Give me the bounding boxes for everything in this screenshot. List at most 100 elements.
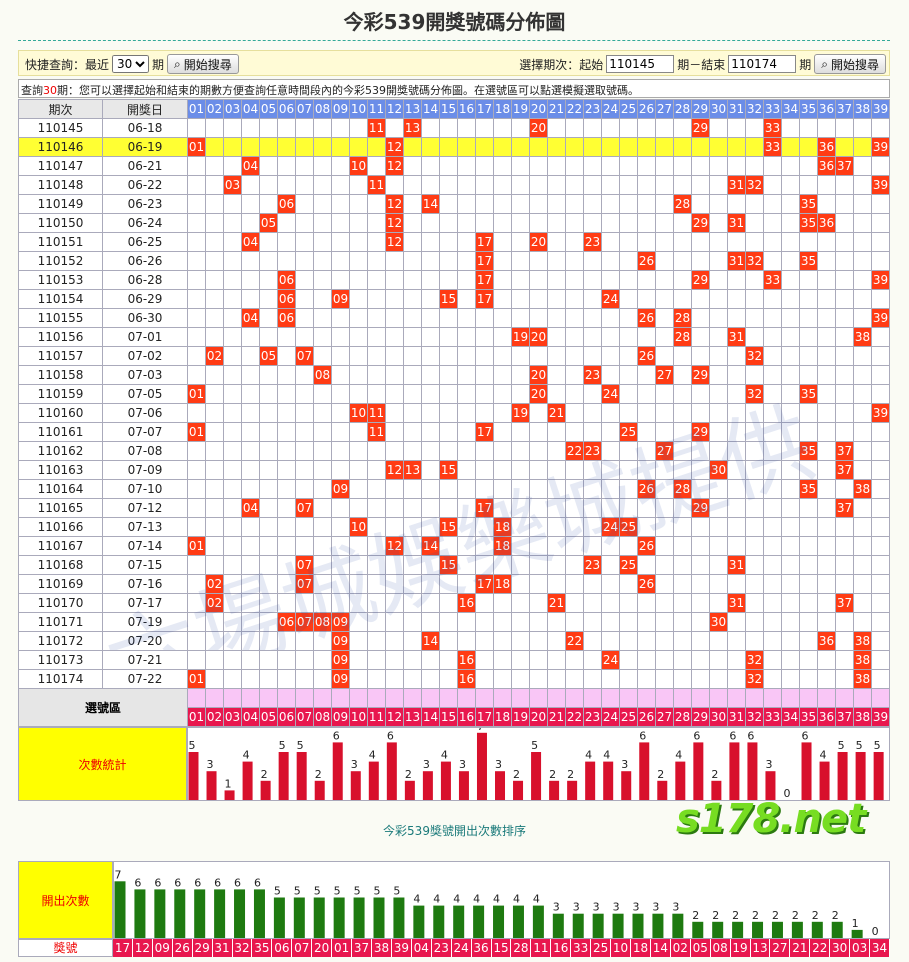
select-number[interactable]: 21 <box>547 707 566 727</box>
select-number[interactable]: 34 <box>781 707 800 727</box>
table-row[interactable]: 110173 07-21 09 16 24 32 38 <box>18 650 890 670</box>
select-zone-cell[interactable] <box>799 688 818 708</box>
select-zone-cell[interactable] <box>277 688 296 708</box>
select-zone-cell[interactable] <box>817 688 836 708</box>
table-row[interactable]: 110162 07-08 22 23 27 35 37 <box>18 441 890 461</box>
table-row[interactable]: 110155 06-30 04 06 26 28 39 <box>18 308 890 328</box>
select-number[interactable]: 05 <box>259 707 278 727</box>
select-number[interactable]: 23 <box>583 707 602 727</box>
select-zone-cell[interactable] <box>619 688 638 708</box>
select-number[interactable]: 13 <box>403 707 422 727</box>
table-row[interactable]: 110146 06-19 01 12 33 36 39 <box>18 137 890 157</box>
select-zone-cell[interactable] <box>709 688 728 708</box>
table-row[interactable]: 110166 07-13 10 15 18 24 25 <box>18 517 890 537</box>
select-number[interactable]: 01 <box>187 707 206 727</box>
select-zone-cell[interactable] <box>331 688 350 708</box>
table-row[interactable]: 110163 07-09 12 13 15 30 37 <box>18 460 890 480</box>
select-zone-cell[interactable] <box>727 688 746 708</box>
table-row[interactable]: 110167 07-14 01 12 14 18 26 <box>18 536 890 556</box>
recent-periods-select[interactable]: 30 <box>112 55 150 73</box>
table-row[interactable]: 110172 07-20 09 14 22 36 38 <box>18 631 890 651</box>
select-number[interactable]: 31 <box>727 707 746 727</box>
table-row[interactable]: 110156 07-01 19 20 28 31 38 <box>18 327 890 347</box>
select-number[interactable]: 32 <box>745 707 764 727</box>
table-row[interactable]: 110159 07-05 01 20 24 32 35 <box>18 384 890 404</box>
select-zone-cell[interactable] <box>673 688 692 708</box>
end-period-input[interactable] <box>728 55 797 73</box>
select-zone-cell[interactable] <box>493 688 512 708</box>
select-number[interactable]: 16 <box>457 707 476 727</box>
range-search-button[interactable]: ⌕ 開始搜尋 <box>814 54 886 74</box>
quick-search-button[interactable]: ⌕ 開始搜尋 <box>167 54 239 74</box>
select-zone-cell[interactable] <box>367 688 386 708</box>
select-zone-cell[interactable] <box>475 688 494 708</box>
select-number[interactable]: 07 <box>295 707 314 727</box>
select-number[interactable]: 26 <box>637 707 656 727</box>
select-number[interactable]: 18 <box>493 707 512 727</box>
table-row[interactable]: 110171 07-19 06 07 08 09 30 <box>18 612 890 632</box>
table-row[interactable]: 110151 06-25 04 12 17 20 23 <box>18 232 890 252</box>
select-number[interactable]: 36 <box>817 707 836 727</box>
select-number[interactable]: 39 <box>871 707 890 727</box>
select-number[interactable]: 35 <box>799 707 818 727</box>
select-zone-cell[interactable] <box>385 688 404 708</box>
table-row[interactable]: 110168 07-15 07 15 23 25 31 <box>18 555 890 575</box>
select-zone-cell[interactable] <box>691 688 710 708</box>
select-zone-cell[interactable] <box>295 688 314 708</box>
select-zone-cell[interactable] <box>241 688 260 708</box>
select-zone-cell[interactable] <box>871 688 890 708</box>
select-number[interactable]: 20 <box>529 707 548 727</box>
select-zone-cell[interactable] <box>745 688 764 708</box>
select-zone-cell[interactable] <box>349 688 368 708</box>
select-number[interactable]: 19 <box>511 707 530 727</box>
select-zone-cell[interactable] <box>529 688 548 708</box>
select-zone-cell[interactable] <box>313 688 332 708</box>
table-row[interactable]: 110157 07-02 02 05 07 26 32 <box>18 346 890 366</box>
select-number[interactable]: 30 <box>709 707 728 727</box>
select-number[interactable]: 14 <box>421 707 440 727</box>
table-row[interactable]: 110160 07-06 10 11 19 21 39 <box>18 403 890 423</box>
select-zone-cell[interactable] <box>655 688 674 708</box>
select-zone-cell[interactable] <box>583 688 602 708</box>
select-zone-cell[interactable] <box>511 688 530 708</box>
select-zone-cell[interactable] <box>781 688 800 708</box>
table-row[interactable]: 110149 06-23 06 12 14 28 35 <box>18 194 890 214</box>
select-zone-cell[interactable] <box>763 688 782 708</box>
select-number[interactable]: 24 <box>601 707 620 727</box>
table-row[interactable]: 110150 06-24 05 12 29 31 35 36 <box>18 213 890 233</box>
select-number[interactable]: 22 <box>565 707 584 727</box>
table-row[interactable]: 110165 07-12 04 07 17 29 37 <box>18 498 890 518</box>
table-row[interactable]: 110147 06-21 04 10 12 36 37 <box>18 156 890 176</box>
select-number[interactable]: 02 <box>205 707 224 727</box>
select-number[interactable]: 27 <box>655 707 674 727</box>
select-number[interactable]: 12 <box>385 707 404 727</box>
select-number[interactable]: 29 <box>691 707 710 727</box>
table-row[interactable]: 110158 07-03 08 20 23 27 29 <box>18 365 890 385</box>
table-row[interactable]: 110154 06-29 06 09 15 17 24 <box>18 289 890 309</box>
select-number[interactable]: 03 <box>223 707 242 727</box>
select-zone-cell[interactable] <box>547 688 566 708</box>
table-row[interactable]: 110169 07-16 02 07 17 18 26 <box>18 574 890 594</box>
table-row[interactable]: 110170 07-17 02 16 21 31 37 <box>18 593 890 613</box>
select-zone-cell[interactable] <box>187 688 206 708</box>
select-number[interactable]: 33 <box>763 707 782 727</box>
table-row[interactable]: 110161 07-07 01 11 17 25 29 <box>18 422 890 442</box>
select-zone-cell[interactable] <box>403 688 422 708</box>
select-number[interactable]: 25 <box>619 707 638 727</box>
select-number[interactable]: 37 <box>835 707 854 727</box>
select-zone-cell[interactable] <box>259 688 278 708</box>
select-zone-cell[interactable] <box>565 688 584 708</box>
start-period-input[interactable] <box>606 55 675 73</box>
table-row[interactable]: 110148 06-22 03 11 31 32 39 <box>18 175 890 195</box>
select-number[interactable]: 38 <box>853 707 872 727</box>
select-number[interactable]: 17 <box>475 707 494 727</box>
select-number[interactable]: 06 <box>277 707 296 727</box>
table-row[interactable]: 110145 06-18 11 13 20 29 33 <box>18 118 890 138</box>
select-number[interactable]: 04 <box>241 707 260 727</box>
select-zone-cell[interactable] <box>421 688 440 708</box>
select-number[interactable]: 10 <box>349 707 368 727</box>
select-number[interactable]: 15 <box>439 707 458 727</box>
select-zone-cell[interactable] <box>205 688 224 708</box>
select-zone-cell[interactable] <box>835 688 854 708</box>
select-zone-cell[interactable] <box>637 688 656 708</box>
